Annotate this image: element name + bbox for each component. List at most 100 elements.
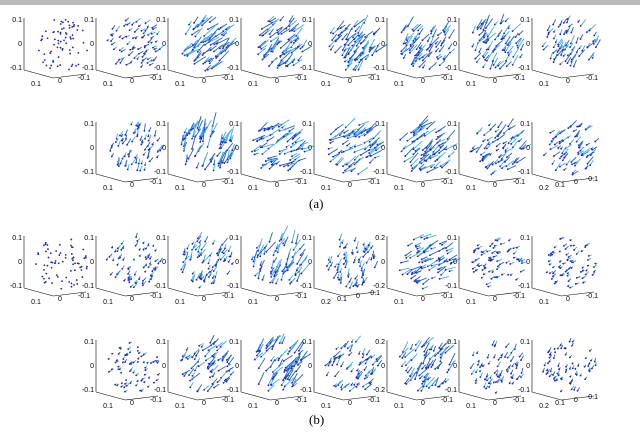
motion-vector bbox=[415, 53, 423, 62]
data-point bbox=[571, 367, 574, 370]
x-axis-line bbox=[531, 69, 562, 79]
data-point bbox=[142, 32, 145, 35]
x-tick-label: -0.1 bbox=[150, 293, 162, 300]
data-point bbox=[438, 277, 441, 280]
data-point bbox=[499, 165, 501, 168]
data-point bbox=[548, 263, 551, 266]
x-axis-line bbox=[240, 287, 271, 297]
data-point bbox=[353, 163, 356, 166]
data-point bbox=[278, 357, 280, 360]
data-point bbox=[262, 34, 265, 37]
data-point bbox=[128, 54, 130, 57]
x-tick-label: 0 bbox=[58, 296, 62, 303]
motion-vector bbox=[229, 126, 234, 141]
motion-vector bbox=[413, 234, 425, 241]
motion-vector bbox=[410, 158, 419, 167]
data-point bbox=[553, 31, 555, 33]
data-point bbox=[54, 260, 57, 262]
data-point bbox=[418, 167, 421, 170]
motion-vector bbox=[376, 355, 382, 362]
data-point bbox=[355, 44, 358, 47]
data-point bbox=[506, 356, 509, 359]
data-point bbox=[132, 361, 135, 364]
y-axis-line bbox=[488, 291, 522, 297]
x-tick-label: 0 bbox=[574, 397, 578, 404]
data-point bbox=[219, 248, 221, 251]
motion-vector bbox=[507, 46, 514, 54]
data-point bbox=[375, 50, 378, 53]
data-point bbox=[552, 23, 554, 26]
data-point bbox=[126, 23, 129, 26]
motion-vector bbox=[347, 133, 360, 139]
y-axis-line bbox=[343, 395, 377, 401]
data-point bbox=[434, 160, 437, 163]
x-tick-label: -0.1 bbox=[586, 176, 598, 183]
data-point bbox=[554, 41, 557, 43]
motion-vector bbox=[360, 54, 370, 61]
motion-vector bbox=[341, 33, 348, 40]
data-point bbox=[221, 355, 224, 358]
data-point bbox=[121, 37, 124, 40]
motion-vector bbox=[283, 132, 294, 138]
motion-vector bbox=[201, 16, 213, 26]
data-point bbox=[339, 245, 341, 248]
y-axis-line bbox=[343, 73, 377, 79]
data-point bbox=[129, 351, 131, 354]
x-axis-line bbox=[313, 287, 344, 297]
data-point bbox=[518, 33, 520, 36]
data-point bbox=[492, 255, 495, 258]
data-point bbox=[251, 258, 253, 261]
motion-vector bbox=[203, 385, 209, 391]
motion-vector bbox=[217, 247, 222, 256]
data-point bbox=[360, 132, 363, 134]
motion-vector bbox=[588, 52, 595, 61]
motion-vector bbox=[571, 53, 577, 61]
data-point bbox=[137, 357, 140, 360]
data-point bbox=[335, 163, 338, 166]
data-point bbox=[477, 364, 479, 366]
x-tick-label: 0 bbox=[348, 78, 352, 85]
data-point bbox=[494, 38, 496, 41]
data-point bbox=[542, 48, 545, 51]
data-point bbox=[216, 55, 219, 58]
motion-vector bbox=[356, 370, 360, 378]
data-point bbox=[294, 360, 297, 363]
data-point bbox=[120, 139, 123, 142]
data-point bbox=[212, 355, 215, 358]
data-point bbox=[260, 47, 263, 50]
data-point bbox=[594, 262, 597, 265]
data-point bbox=[188, 23, 190, 26]
data-point bbox=[279, 55, 282, 58]
motion-vector bbox=[426, 363, 430, 370]
motion-vector bbox=[436, 155, 442, 161]
data-point bbox=[150, 37, 153, 39]
data-point bbox=[366, 358, 369, 360]
data-point bbox=[269, 134, 272, 136]
data-point bbox=[361, 356, 364, 359]
data-point bbox=[263, 54, 266, 57]
data-point bbox=[592, 266, 595, 269]
data-point bbox=[486, 167, 489, 170]
data-point bbox=[368, 149, 371, 152]
data-point bbox=[286, 140, 289, 143]
motion-vector bbox=[300, 350, 308, 361]
data-point bbox=[136, 135, 139, 138]
data-point bbox=[156, 33, 159, 35]
data-point bbox=[270, 50, 272, 53]
data-point bbox=[349, 349, 351, 352]
motion-vector bbox=[507, 165, 517, 170]
data-point bbox=[221, 358, 224, 361]
data-point bbox=[214, 55, 217, 58]
panel-b-r1-5: 0.10-0.10.2 0.1 0 -0.1 bbox=[300, 233, 380, 306]
x-tick-label: 0.1 bbox=[103, 299, 113, 306]
data-point bbox=[203, 35, 206, 37]
data-point bbox=[283, 244, 286, 247]
data-point bbox=[489, 257, 492, 260]
data-point bbox=[584, 357, 587, 360]
data-point bbox=[331, 364, 334, 367]
data-point bbox=[41, 275, 44, 278]
data-point bbox=[553, 246, 556, 249]
x-tick-label: 0.1 bbox=[175, 185, 185, 192]
data-point bbox=[294, 273, 297, 275]
data-point bbox=[278, 150, 281, 153]
